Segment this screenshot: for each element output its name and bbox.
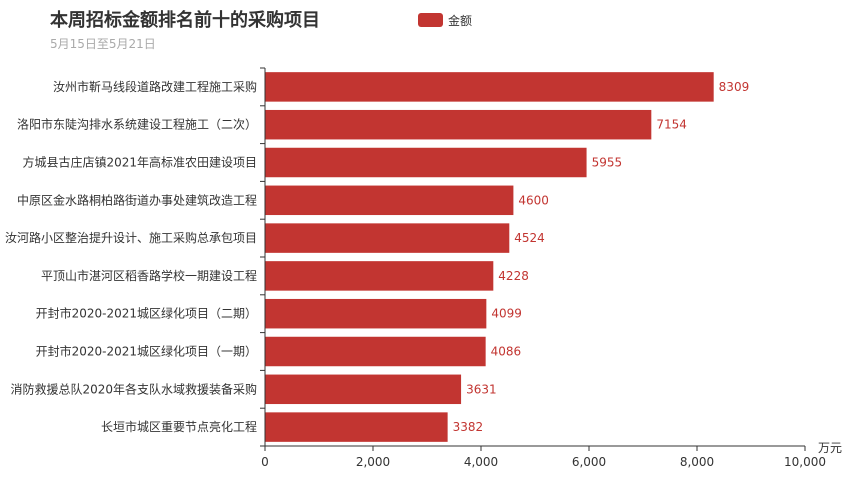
bar-value-label: 4600 [518,193,549,207]
bar[interactable] [265,185,514,216]
y-tick-label: 开封市2020-2021城区绿化项目（一期） [36,344,257,359]
y-tick-label: 开封市2020-2021城区绿化项目（二期） [36,306,257,321]
chart-subtitle: 5月15日至5月21日 [50,37,156,51]
bar-value-label: 5955 [592,156,623,170]
x-tick-label: 6,000 [572,455,606,469]
x-tick-label: 2,000 [356,455,390,469]
bar-value-label: 4099 [491,307,522,321]
legend[interactable]: 金额 [418,13,472,28]
x-tick-label: 10,000 [784,455,826,469]
y-tick-label: 消防救援总队2020年各支队水域救援装备采购 [10,381,257,396]
bar[interactable] [265,261,494,291]
legend-label[interactable]: 金额 [448,13,472,28]
bar-value-label: 3631 [466,382,497,396]
x-tick-label: 8,000 [680,455,714,469]
legend-swatch[interactable] [418,13,443,27]
y-tick-label: 洛阳市东陡沟排水系统建设工程施工（二次） [17,117,257,132]
y-tick-label: 中原区金水路桐柏路街道办事处建筑改造工程 [17,192,257,207]
bar-value-label: 8309 [719,80,750,94]
x-axis: 0 2,000 4,000 6,000 8,000 10,000 [261,445,826,469]
bars-group: 8309 7154 5955 4600 4524 4228 4099 4086 3631 3382 [265,72,749,442]
bar[interactable] [265,109,652,140]
y-tick-label: 汝河路小区整治提升设计、施工采购总承包项目 [5,230,257,245]
x-tick-label: 4,000 [464,455,498,469]
y-tick-label: 汝州市靳马线段道路改建工程施工采购 [53,79,257,94]
y-tick-label: 平顶山市湛河区稻香路学校一期建设工程 [41,268,257,283]
bar-value-label: 4228 [498,269,529,283]
bar-value-label: 3382 [453,420,484,434]
chart-title: 本周招标金额排名前十的采购项目 [50,9,320,31]
bar[interactable] [265,298,487,329]
bar-value-label: 4086 [491,345,522,359]
bar[interactable] [265,72,714,102]
bar[interactable] [265,147,587,178]
bar-value-label: 4524 [514,231,545,245]
bar[interactable] [265,336,486,367]
y-tick-label: 方城县古庄店镇2021年高标准农田建设项目 [22,155,257,170]
y-tick-label: 长垣市城区重要节点亮化工程 [101,419,257,434]
bar[interactable] [265,374,462,405]
x-axis-unit-label: 万元 [818,441,842,455]
bar-value-label: 7154 [656,118,687,132]
bar[interactable] [265,412,448,442]
x-tick-label: 0 [261,455,269,469]
bar[interactable] [265,223,510,253]
